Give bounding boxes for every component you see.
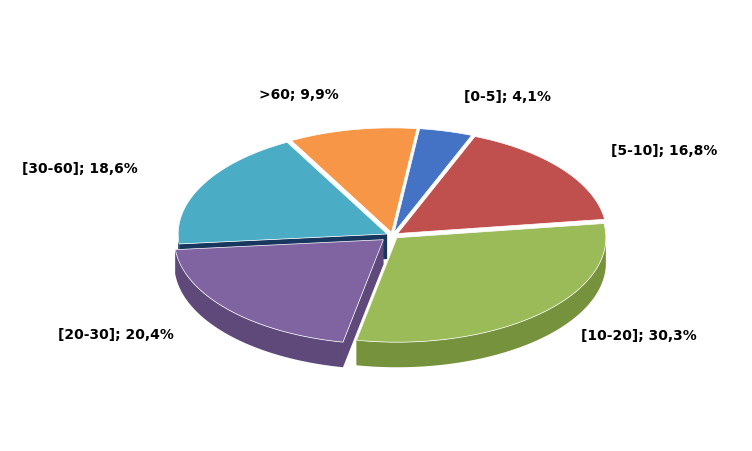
Polygon shape [175, 250, 343, 368]
Polygon shape [175, 240, 384, 342]
Polygon shape [175, 240, 384, 275]
Text: [30-60]; 18,6%: [30-60]; 18,6% [23, 161, 138, 175]
Polygon shape [356, 238, 397, 365]
Text: >60; 9,9%: >60; 9,9% [259, 87, 338, 101]
Polygon shape [356, 224, 606, 342]
Text: [5-10]; 16,8%: [5-10]; 16,8% [611, 143, 718, 157]
Text: [20-30]; 20,4%: [20-30]; 20,4% [59, 327, 174, 341]
Polygon shape [398, 137, 605, 234]
Polygon shape [343, 240, 384, 368]
Polygon shape [179, 235, 387, 269]
Polygon shape [356, 240, 606, 368]
Polygon shape [178, 143, 387, 244]
Polygon shape [394, 129, 472, 233]
Text: [0-5]; 4,1%: [0-5]; 4,1% [464, 90, 551, 104]
Polygon shape [178, 235, 179, 269]
Text: [10-20]; 30,3%: [10-20]; 30,3% [581, 328, 696, 342]
Polygon shape [292, 129, 417, 233]
